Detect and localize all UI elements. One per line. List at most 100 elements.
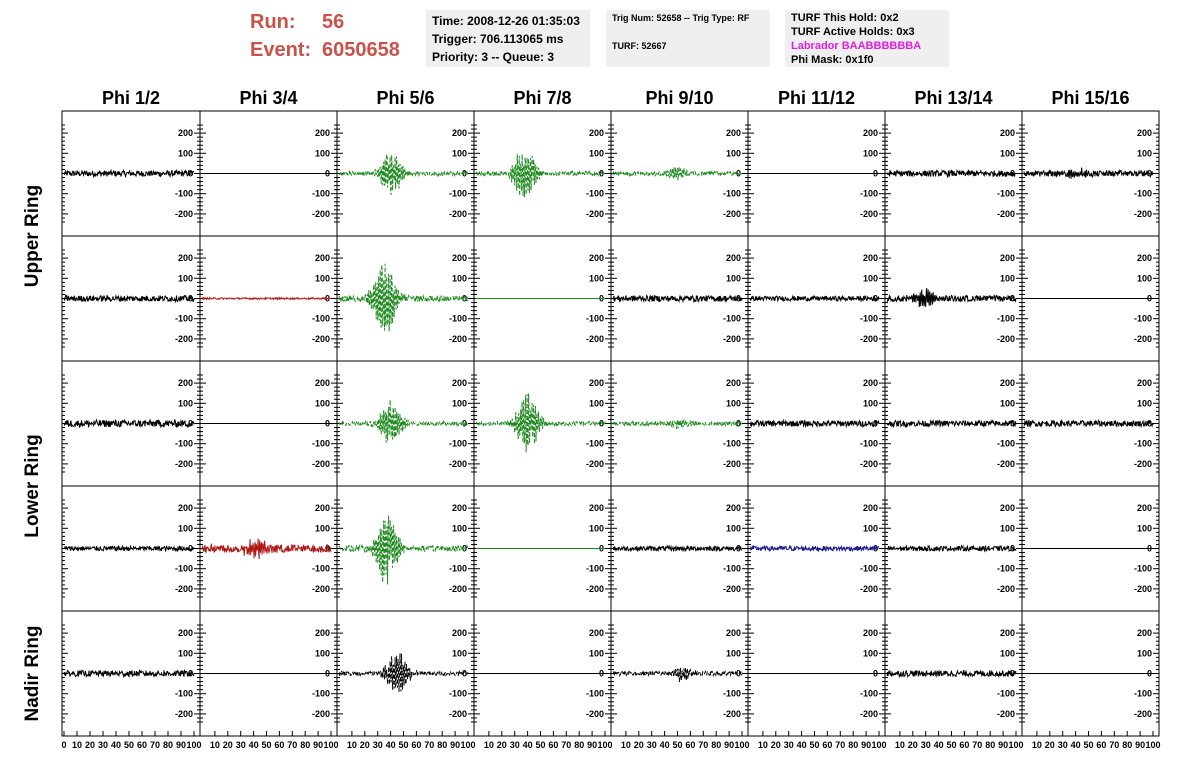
y-tick-label: 200: [1137, 378, 1152, 388]
column-header: Phi 11/12: [778, 88, 855, 108]
y-tick-label: 100: [589, 648, 604, 658]
waveform-trace: [613, 544, 743, 553]
waveform-trace: [886, 669, 1017, 679]
y-tick-label: 0: [736, 544, 741, 554]
waveform-trace: [201, 538, 332, 560]
waveform-trace: [750, 418, 880, 429]
y-tick-label: 200: [863, 503, 878, 513]
y-tick-label: 200: [589, 378, 604, 388]
y-tick-label: -100: [860, 564, 878, 574]
y-tick-label: 100: [1137, 648, 1152, 658]
y-tick-label: -200: [1134, 209, 1152, 219]
y-tick-label: -200: [449, 584, 467, 594]
y-tick-label: -100: [860, 189, 878, 199]
x-tick-label: 70: [835, 740, 845, 750]
turf-info-box: TURF This Hold: 0x2 TURF Active Holds: 0…: [785, 10, 949, 67]
x-tick-label: 30: [236, 740, 246, 750]
y-tick-label: -100: [860, 439, 878, 449]
y-tick-label: 100: [452, 648, 467, 658]
waveform-trace: [338, 515, 469, 585]
y-tick-label: -200: [586, 334, 604, 344]
y-tick-label: 100: [1000, 523, 1015, 533]
y-tick-label: 200: [1000, 628, 1015, 638]
y-tick-label: 100: [1000, 273, 1015, 283]
y-tick-label: -200: [586, 709, 604, 719]
y-tick-label: 100: [1000, 398, 1015, 408]
y-tick-label: -200: [449, 209, 467, 219]
y-tick-label: 200: [178, 503, 193, 513]
y-tick-label: -100: [449, 439, 467, 449]
x-tick-label: 70: [424, 740, 434, 750]
x-tick-label: 10: [484, 740, 494, 750]
y-tick-label: -200: [860, 334, 878, 344]
y-tick-label: -200: [586, 584, 604, 594]
x-tick-label: 100: [597, 740, 612, 750]
waveform-trace: [63, 544, 195, 553]
x-tick-label: 100: [460, 740, 475, 750]
x-tick-label: 80: [437, 740, 447, 750]
y-tick-label: -200: [860, 709, 878, 719]
row-group-label: Upper Ring: [22, 185, 43, 287]
x-tick-label: 100: [186, 740, 201, 750]
y-tick-label: -100: [175, 189, 193, 199]
event-label: Event:: [250, 39, 312, 61]
y-tick-label: -200: [997, 334, 1015, 344]
column-header: Phi 5/6: [376, 88, 434, 108]
y-tick-label: -200: [997, 709, 1015, 719]
y-tick-label: 200: [863, 378, 878, 388]
y-tick-label: 200: [452, 628, 467, 638]
y-tick-label: 100: [589, 273, 604, 283]
x-tick-label: 70: [561, 740, 571, 750]
x-tick-label: 50: [398, 740, 408, 750]
y-tick-label: -200: [1134, 334, 1152, 344]
y-tick-label: -200: [723, 209, 741, 219]
waveform-trace: [886, 419, 1017, 429]
y-tick-label: 0: [462, 669, 467, 679]
x-tick-label: 60: [274, 740, 284, 750]
y-tick-label: 100: [726, 398, 741, 408]
y-tick-label: -200: [312, 709, 330, 719]
x-tick-label: 100: [1145, 740, 1160, 750]
y-tick-label: 200: [726, 253, 741, 263]
waveform-trace: [63, 668, 195, 679]
y-tick-label: 100: [863, 273, 878, 283]
x-tick-label: 80: [163, 740, 173, 750]
x-tick-label: 60: [137, 740, 147, 750]
y-tick-label: 100: [589, 523, 604, 533]
y-tick-label: 100: [315, 398, 330, 408]
row-group-label: Nadir Ring: [22, 625, 43, 721]
y-tick-label: 200: [589, 253, 604, 263]
x-tick-label: 30: [98, 740, 108, 750]
y-tick-label: -200: [175, 459, 193, 469]
x-tick-label: 50: [261, 740, 271, 750]
waveform-trace: [338, 399, 468, 443]
x-tick-label: 50: [535, 740, 545, 750]
x-tick-label: 20: [223, 740, 233, 750]
x-tick-label: 40: [660, 740, 670, 750]
x-tick-label: 80: [574, 740, 584, 750]
y-tick-label: 200: [863, 253, 878, 263]
y-tick-label: -200: [175, 709, 193, 719]
y-tick-label: -100: [997, 689, 1015, 699]
x-tick-label: 10: [210, 740, 220, 750]
y-tick-label: 100: [863, 398, 878, 408]
y-tick-label: -200: [586, 209, 604, 219]
y-tick-label: 200: [589, 503, 604, 513]
y-tick-label: 200: [1000, 503, 1015, 513]
x-tick-label: 70: [1109, 740, 1119, 750]
y-tick-label: -100: [997, 564, 1015, 574]
y-tick-label: -100: [175, 439, 193, 449]
y-tick-label: 200: [1000, 253, 1015, 263]
waveform-trace: [1023, 419, 1154, 429]
y-tick-label: 100: [452, 148, 467, 158]
x-tick-label: 20: [1045, 740, 1055, 750]
y-tick-label: -100: [1134, 314, 1152, 324]
trigger-text: Trigger: 706.113065 ms: [432, 32, 564, 46]
y-tick-label: -200: [1134, 459, 1152, 469]
x-tick-label: 80: [985, 740, 995, 750]
y-tick-label: 200: [178, 128, 193, 138]
y-tick-label: -200: [997, 459, 1015, 469]
y-tick-label: 200: [726, 628, 741, 638]
y-tick-label: -100: [175, 314, 193, 324]
x-tick-label: 20: [360, 740, 370, 750]
